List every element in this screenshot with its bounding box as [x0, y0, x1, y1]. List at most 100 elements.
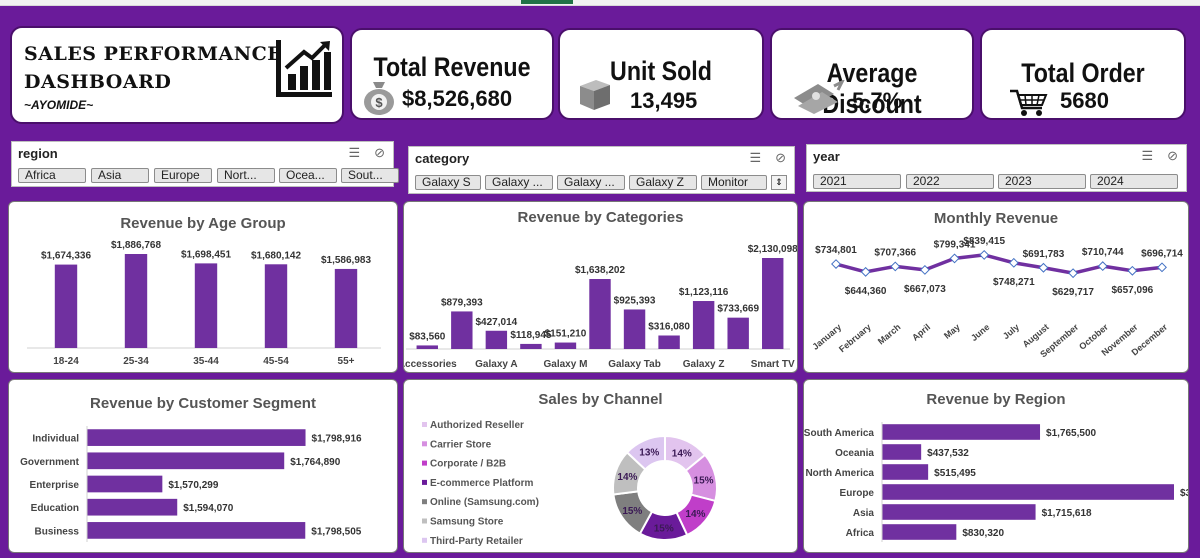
age-bar [334, 268, 358, 348]
monthly-revenue-point [1008, 257, 1019, 268]
category-chip-galaxy-a[interactable]: Galaxy ... [485, 175, 553, 190]
monthly-revenue-data-label: $667,073 [904, 284, 946, 295]
region-bar [882, 504, 1036, 520]
monthly-revenue-data-label: $734,801 [815, 245, 857, 256]
monthly-revenue-data-label: $707,366 [874, 247, 916, 258]
monthly-revenue-point [860, 266, 871, 277]
kpi-total-revenue-label: Total Revenue [373, 52, 531, 82]
monthly-revenue-point [949, 253, 960, 264]
region-slicer-label: region [18, 146, 58, 161]
region-chip-europe[interactable]: Europe [154, 168, 212, 183]
category-chip-galaxy-z[interactable]: Galaxy Z [629, 175, 697, 190]
monthly-revenue-tick-label: March [876, 322, 903, 347]
categories-data-label: $1,638,202 [575, 265, 625, 276]
kpi-total-revenue-value: $8,526,680 [402, 86, 513, 111]
box-icon [580, 80, 610, 110]
monthly-revenue-tick-label: June [969, 322, 992, 343]
year-chip-2021[interactable]: 2021 [813, 174, 901, 189]
multi-select-icon[interactable]: ☰ [1141, 148, 1154, 163]
clear-filter-icon[interactable]: ⊘ [374, 145, 385, 160]
customer-segment-chart-title: Revenue by Customer Segment [90, 395, 316, 412]
categories-tick-label: Galaxy Tab [608, 359, 661, 370]
category-slicer: category ☰ ⊘ Galaxy S Galaxy ... Galaxy .… [408, 146, 795, 194]
region-chip-oceania[interactable]: Ocea... [279, 168, 337, 183]
category-chip-monitor[interactable]: Monitor [701, 175, 767, 190]
clear-filter-icon[interactable]: ⊘ [775, 150, 786, 165]
segment-data-label: $1,570,299 [168, 480, 218, 491]
age-data-label: $1,586,983 [321, 255, 371, 266]
sales-channel-legend-marker [422, 479, 427, 485]
region-bar [882, 464, 929, 480]
kpi-total-order-label: Total Order [1021, 58, 1145, 88]
categories-tick-label: Galaxy Z [683, 359, 725, 370]
monthly-revenue-point [890, 261, 901, 272]
monthly-revenue-point [1127, 265, 1138, 276]
categories-bar [451, 311, 473, 349]
categories-bar [727, 317, 749, 349]
year-chip-2024[interactable]: 2024 [1090, 174, 1178, 189]
age-tick-label: 45-54 [263, 356, 289, 367]
segment-data-label: $1,764,890 [290, 457, 340, 468]
sales-channel-legend-marker [422, 441, 427, 447]
segment-bar [87, 429, 306, 446]
sales-channel-legend-label: Authorized Reseller [430, 420, 524, 431]
monthly-revenue-data-label: $691,783 [1023, 249, 1065, 260]
region-data-label: $515,495 [934, 468, 976, 479]
monthly-revenue-data-label: $839,415 [963, 236, 1005, 247]
multi-select-icon[interactable]: ☰ [749, 150, 762, 165]
age-tick-label: 18-24 [53, 356, 79, 367]
category-chip-galaxy-s[interactable]: Galaxy S [415, 175, 481, 190]
age-group-chart-title: Revenue by Age Group [120, 215, 286, 232]
region-chip-africa[interactable]: Africa [18, 168, 86, 183]
region-tick-label: Africa [846, 528, 875, 539]
categories-bar [658, 335, 680, 349]
categories-data-label: $151,210 [545, 329, 587, 340]
slicer-scroll-icon[interactable]: ⇕ [771, 175, 787, 190]
dashboard-author: ~AYOMIDE~ [24, 98, 94, 112]
monthly-revenue-chart-title: Monthly Revenue [933, 210, 1059, 227]
sales-channel-legend-label: Third-Party Retailer [430, 536, 523, 547]
category-chip-galaxy-m[interactable]: Galaxy ... [557, 175, 625, 190]
segment-data-label: $1,798,505 [311, 526, 361, 537]
sales-channel-chart: Authorized Reseller Carrier Store Corporat… [422, 420, 718, 547]
growth-chart-icon [276, 40, 332, 97]
categories-bar [485, 330, 508, 349]
region-bar [882, 524, 957, 540]
sales-channel-legend-marker [422, 518, 427, 524]
categories-tick-label: Accessories [404, 359, 457, 370]
region-chip-south[interactable]: Sout... [341, 168, 399, 183]
region-tick-label: South America [804, 428, 874, 439]
monthly-revenue-data-label: $629,717 [1052, 287, 1094, 298]
segment-tick-label: Individual [32, 434, 79, 445]
monthly-revenue-point [831, 259, 841, 269]
customer-segment-chart: Individual $1,798,916 Government $1,764,890… [20, 426, 362, 542]
multi-select-icon[interactable]: ☰ [348, 145, 361, 160]
age-tick-label: 35-44 [193, 356, 219, 367]
sales-channel-chart-panel: Sales by Channel Authorized Reseller Carr… [403, 379, 798, 553]
year-slicer-label: year [813, 149, 840, 164]
category-slicer-label: category [415, 151, 470, 166]
region-chip-north[interactable]: Nort... [217, 168, 275, 183]
segment-bar [87, 452, 285, 470]
categories-chart-panel: Revenue by Categories $83,560 Accessories… [403, 201, 798, 373]
monthly-revenue-point [1068, 268, 1079, 279]
kpi-total-order-card: Total Order 5680 [980, 28, 1186, 120]
monthly-revenue-point [1097, 261, 1108, 272]
region-bar [882, 484, 1174, 500]
categories-bar [692, 301, 715, 349]
region-chip-asia[interactable]: Asia [91, 168, 149, 183]
sales-channel-legend-marker [422, 537, 427, 543]
categories-tick-label: Galaxy A [475, 359, 517, 370]
age-bar [124, 254, 148, 348]
sales-channel-data-label: 15% [694, 475, 714, 486]
monthly-revenue-point [919, 264, 930, 275]
kpi-unit-sold-value: 13,495 [630, 88, 698, 113]
age-group-chart: $1,674,336 18-24 $1,886,768 25-34 $1,698,451… [27, 240, 381, 367]
sales-channel-legend-marker [422, 460, 427, 466]
segment-tick-label: Enterprise [30, 480, 80, 491]
kpi-average-discount-label: Average Discount [822, 58, 922, 119]
clear-filter-icon[interactable]: ⊘ [1167, 148, 1178, 163]
monthly-revenue-data-label: $657,096 [1112, 285, 1154, 296]
year-chip-2022[interactable]: 2022 [906, 174, 994, 189]
year-chip-2023[interactable]: 2023 [998, 174, 1086, 189]
